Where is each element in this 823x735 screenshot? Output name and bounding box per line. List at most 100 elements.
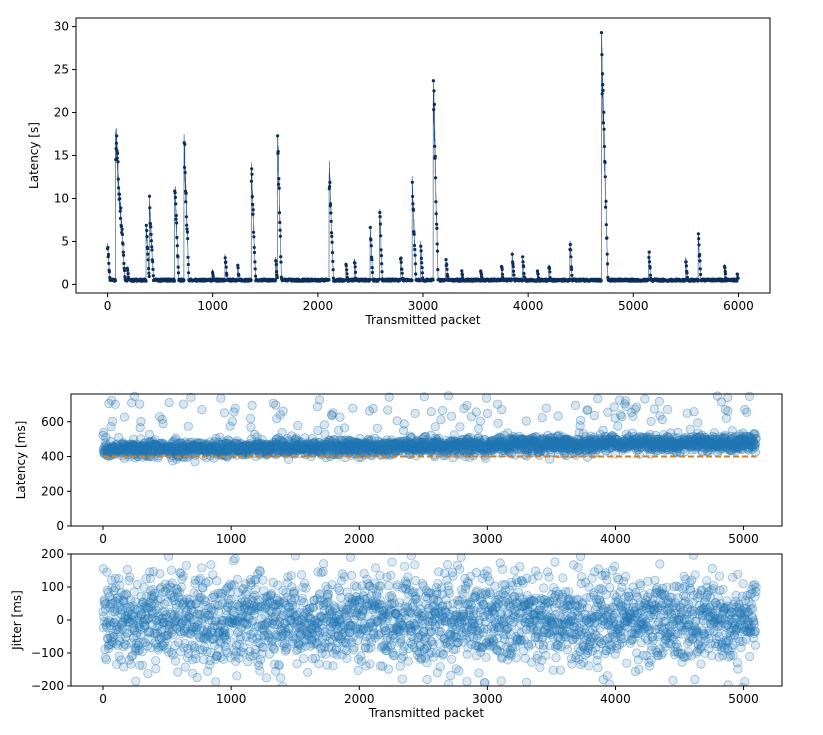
x-tick-label: 1000	[197, 299, 228, 313]
latency-seconds-point	[274, 259, 278, 263]
latency-ms-point	[197, 404, 207, 415]
jitter-point	[176, 582, 186, 592]
latency-seconds-point	[420, 266, 424, 270]
latency-seconds-point	[186, 237, 190, 241]
latency-seconds-point	[433, 154, 437, 158]
latency-seconds-point	[521, 255, 525, 259]
latency-seconds-point	[173, 191, 177, 195]
latency-seconds-point	[145, 228, 149, 233]
latency-seconds-point	[278, 228, 282, 232]
jitter-point	[137, 660, 148, 670]
latency-seconds-point	[500, 272, 505, 276]
latency-seconds-point	[106, 245, 110, 250]
latency-seconds-point	[275, 273, 279, 277]
latency-seconds-point	[600, 53, 604, 57]
latency-seconds-point	[175, 221, 179, 225]
jitter-point	[151, 664, 161, 674]
latency-seconds-point	[237, 273, 241, 277]
latency-ms-y-label: Latency [ms]	[14, 421, 28, 500]
latency-seconds-point	[276, 182, 281, 186]
latency-seconds-point	[115, 156, 119, 160]
latency-seconds-point	[252, 250, 257, 255]
y-tick-label: 5	[61, 234, 69, 248]
latency-ms-series	[98, 391, 761, 467]
latency-ms-point	[446, 411, 457, 421]
x-tick-label: 3000	[472, 532, 503, 546]
latency-ms-point	[216, 393, 226, 403]
latency-seconds-point	[236, 266, 240, 270]
latency-seconds-point	[399, 260, 403, 264]
latency-seconds-point	[345, 272, 349, 276]
latency-ms-point	[455, 422, 465, 432]
latency-seconds-point	[345, 268, 349, 272]
y-tick-label: 25	[54, 63, 69, 77]
latency-seconds-point	[413, 253, 417, 257]
latency-seconds-point	[186, 262, 190, 267]
jitter-point	[181, 560, 191, 570]
latency-seconds-point	[569, 255, 573, 259]
y-tick-label: 0	[56, 519, 64, 533]
latency-seconds-point	[118, 209, 122, 213]
latency-seconds-point	[511, 265, 515, 269]
latency-seconds-point	[605, 252, 609, 256]
x-tick-label: 3000	[408, 299, 439, 313]
latency-seconds-point	[647, 250, 651, 254]
latency-ms-point	[348, 403, 358, 413]
y-tick-label: 30	[54, 20, 69, 34]
latency-seconds-point	[119, 206, 123, 210]
latency-seconds-point	[148, 206, 152, 210]
latency-seconds-point	[419, 244, 423, 248]
latency-ms-point	[553, 411, 563, 421]
latency-seconds-point	[601, 121, 606, 125]
latency-seconds-point	[148, 222, 152, 226]
latency-ms-point	[293, 420, 303, 431]
latency-seconds-point	[344, 264, 348, 268]
latency-seconds-point	[435, 249, 440, 253]
latency-seconds-point	[479, 272, 483, 276]
jitter-point	[131, 676, 141, 686]
latency-seconds-point	[522, 265, 526, 269]
latency-ms-point	[481, 393, 492, 403]
latency-seconds-point	[253, 267, 257, 271]
latency-seconds-point	[353, 270, 358, 274]
latency-ms-point	[443, 391, 453, 401]
latency-seconds-point	[432, 89, 436, 93]
latency-seconds-point	[252, 245, 256, 250]
latency-ms-point	[246, 413, 256, 424]
latency-seconds-point	[328, 185, 332, 189]
jitter-point	[197, 563, 207, 573]
latency-seconds-point	[275, 270, 279, 274]
latency-seconds-point	[150, 248, 154, 252]
latency-seconds-point	[369, 238, 373, 242]
latency-seconds-point	[460, 273, 464, 277]
x-tick-label: 4000	[600, 532, 631, 546]
latency-seconds-point	[377, 277, 382, 281]
latency-ms-point	[473, 424, 483, 434]
latency-seconds-point	[174, 213, 178, 218]
y-tick-label: 0	[61, 277, 69, 291]
latency-seconds-point	[211, 274, 215, 278]
latency-ms-point	[741, 407, 752, 417]
latency-seconds-point	[250, 167, 254, 171]
latency-seconds-point	[118, 216, 123, 220]
latency-seconds-point	[400, 267, 404, 271]
latency-seconds-point	[568, 277, 572, 281]
latency-ms-point	[475, 416, 485, 426]
latency-seconds-point	[433, 144, 437, 148]
latency-seconds-point	[535, 269, 540, 273]
latency-seconds-point	[501, 275, 505, 279]
latency-seconds-point	[183, 142, 187, 146]
latency-seconds-point	[279, 260, 283, 264]
latency-seconds-point	[187, 271, 191, 275]
latency-seconds-point	[119, 224, 123, 229]
latency-ms-point	[314, 395, 325, 405]
latency-seconds-point	[113, 279, 117, 283]
latency-seconds-point	[698, 259, 702, 263]
latency-seconds-point	[735, 272, 740, 276]
latency-seconds-point	[117, 192, 122, 196]
latency-seconds-point	[414, 272, 418, 276]
latency-ms-point	[751, 433, 761, 443]
latency-seconds-point	[147, 267, 151, 271]
latency-seconds-point	[182, 278, 186, 282]
latency-seconds-point	[436, 268, 440, 272]
